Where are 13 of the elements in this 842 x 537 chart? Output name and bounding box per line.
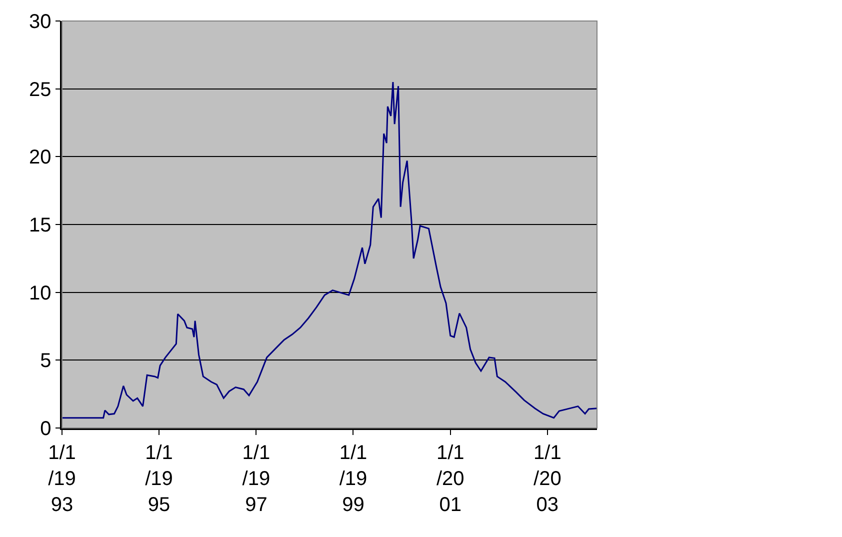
y-tick-label: 25 — [29, 78, 52, 101]
y-tick-label: 10 — [29, 282, 52, 304]
y-tick-label: 20 — [29, 146, 52, 169]
y-tick-label: 5 — [40, 350, 52, 372]
x-tick-label: 1/1/2003 — [534, 442, 562, 516]
y-tick-label: 15 — [29, 214, 52, 236]
x-tick-label: 1/1/2001 — [436, 442, 464, 516]
y-tick-label: 0 — [40, 418, 52, 440]
y-tick-label: 30 — [29, 11, 52, 33]
x-tick-label: 1/1/1993 — [48, 442, 76, 516]
x-tick-label: 1/1/1999 — [339, 442, 368, 516]
x-tick-label: 1/1/1995 — [145, 442, 173, 516]
x-tick-label: 1/1/1997 — [242, 442, 270, 516]
